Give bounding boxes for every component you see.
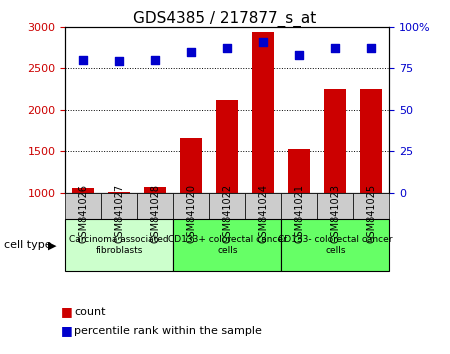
Text: GDS4385 / 217877_s_at: GDS4385 / 217877_s_at [133,11,317,27]
Point [152,57,159,63]
Point [188,48,195,54]
Bar [72,188,94,276]
Bar [288,149,310,276]
Text: count: count [74,307,106,316]
Bar [324,89,346,276]
Text: ■: ■ [61,325,72,337]
Text: percentile rank within the sample: percentile rank within the sample [74,326,262,336]
Text: GSM841025: GSM841025 [366,184,376,243]
Bar [108,192,130,276]
Bar [180,138,202,276]
Text: GSM841027: GSM841027 [114,184,124,243]
Point [80,57,87,63]
Text: GSM841020: GSM841020 [186,184,196,243]
Text: CD133- colorectal cancer
cells: CD133- colorectal cancer cells [278,235,392,255]
Bar [144,187,166,276]
Point [116,59,123,64]
Text: ▶: ▶ [48,240,56,250]
Bar [252,32,274,276]
Text: GSM841021: GSM841021 [294,184,304,243]
Text: ■: ■ [61,305,72,318]
Point [224,45,231,51]
Text: GSM841022: GSM841022 [222,184,232,243]
Text: CD133+ colorectal cancer
cells: CD133+ colorectal cancer cells [168,235,287,255]
Text: GSM841026: GSM841026 [78,184,88,243]
Text: cell type: cell type [4,240,52,250]
Text: GSM841028: GSM841028 [150,184,160,243]
Point [332,45,339,51]
Point [368,45,375,51]
Point [296,52,303,58]
Text: GSM841024: GSM841024 [258,184,268,243]
Bar [360,89,382,276]
Point [260,39,267,44]
Bar [216,100,238,276]
Text: GSM841023: GSM841023 [330,184,340,243]
Text: Carcinoma associated
fibroblasts: Carcinoma associated fibroblasts [69,235,169,255]
